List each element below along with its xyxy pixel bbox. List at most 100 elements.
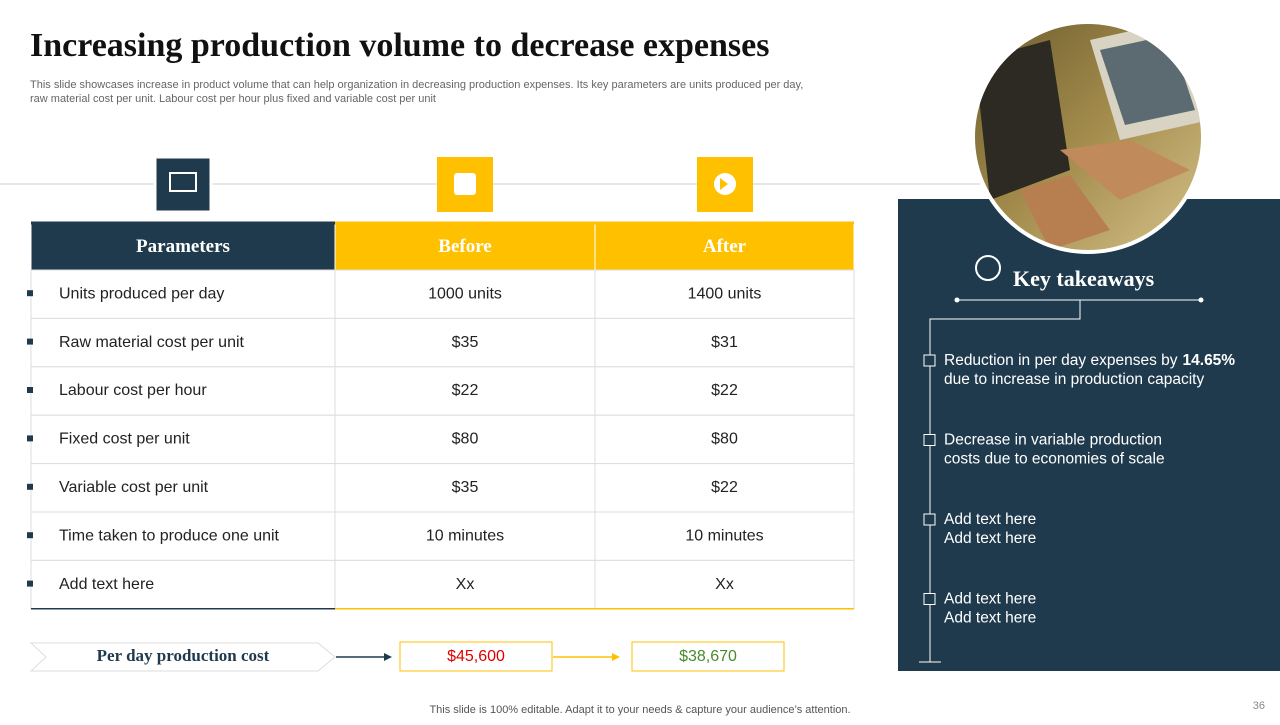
subtitle: raw material cost per unit. Labour cost … xyxy=(30,93,436,105)
takeaway-line: Decrease in variable production xyxy=(944,432,1162,449)
table-cell xyxy=(334,511,596,561)
table-cell xyxy=(30,463,336,513)
cell-value: $35 xyxy=(452,334,479,351)
table-cell xyxy=(334,463,596,513)
cell-value: $22 xyxy=(711,479,738,496)
table-cell xyxy=(334,559,596,610)
takeaways-panel xyxy=(898,199,1280,671)
bullet xyxy=(27,290,33,297)
checkbox xyxy=(923,593,936,605)
before-cost: $45,600 xyxy=(447,648,505,665)
row-label: Variable cost per unit xyxy=(59,479,209,496)
bulb-icon xyxy=(975,255,1001,281)
cell-value: Xx xyxy=(715,576,734,593)
takeaway-text: Decrease in variable production xyxy=(944,432,1162,449)
row-label: Raw material cost per unit xyxy=(59,334,245,351)
cell-value: 10 minutes xyxy=(685,527,763,544)
takeaway-line: costs due to economies of scale xyxy=(944,451,1165,468)
row-label: Units produced per day xyxy=(59,285,224,302)
value-box xyxy=(399,641,553,672)
table-cell xyxy=(334,414,596,465)
cell-value: 1000 units xyxy=(428,285,502,302)
icon xyxy=(720,178,728,190)
cell-value: $22 xyxy=(711,382,738,399)
arrow xyxy=(384,653,392,661)
summary-label-box xyxy=(29,642,336,672)
table-cell xyxy=(594,559,855,610)
table-cell xyxy=(594,414,855,465)
bullet xyxy=(27,338,33,345)
cell-value: $80 xyxy=(452,431,479,448)
arrow xyxy=(612,653,620,661)
table-cell xyxy=(30,317,336,368)
checkbox xyxy=(923,434,936,446)
takeaway-text: Add text here xyxy=(944,610,1036,627)
header-cell xyxy=(30,222,336,271)
takeaway-list: Reduction in per day expenses by 14.65% du… xyxy=(923,352,1235,627)
cell-value: 1400 units xyxy=(688,285,762,302)
bullet xyxy=(27,532,33,539)
subtitle: This slide showcases increase in product… xyxy=(30,79,803,91)
takeaway-line: Add text here xyxy=(944,591,1036,608)
takeaway-text: Add text here xyxy=(944,530,1036,547)
checkbox xyxy=(923,513,936,526)
table-cell xyxy=(30,269,336,319)
takeaway-text: due to increase in production capacity xyxy=(944,371,1204,388)
checkbox xyxy=(923,354,936,367)
takeaway-text: Add text here xyxy=(944,511,1036,528)
dot xyxy=(1198,297,1204,303)
column-header: Before xyxy=(438,236,491,257)
icon xyxy=(169,172,197,192)
cell-value: 10 minutes xyxy=(426,527,504,544)
summary-label: Per day production cost xyxy=(97,646,270,665)
footer-note: This slide is 100% editable. Adapt it to… xyxy=(429,704,850,716)
icon-box xyxy=(153,155,213,214)
icon xyxy=(454,173,476,195)
table-cell xyxy=(594,463,855,513)
table-cell xyxy=(334,366,596,416)
row-label: Time taken to produce one unit xyxy=(59,527,280,544)
page-number: 36 xyxy=(1253,700,1265,712)
cell-value: $31 xyxy=(711,334,738,351)
table-cell xyxy=(30,559,336,610)
table-cell xyxy=(594,511,855,561)
table-cell xyxy=(594,269,855,319)
after-cost: $38,670 xyxy=(679,648,737,665)
cell-value: $80 xyxy=(711,431,738,448)
cell-value: Xx xyxy=(456,576,475,593)
bullet xyxy=(27,483,33,490)
row-label: Add text here xyxy=(59,576,154,593)
slide-title: Increasing production volume to decrease… xyxy=(30,27,769,64)
table-cell xyxy=(594,317,855,368)
bullet xyxy=(27,387,33,393)
table-cell xyxy=(30,414,336,465)
table-cell xyxy=(594,366,855,416)
header-cell xyxy=(594,222,855,271)
bullet xyxy=(27,580,33,587)
takeaway-text: Add text here xyxy=(944,591,1036,608)
cell-value: $35 xyxy=(452,479,479,496)
column-header: After xyxy=(703,236,747,257)
bullet xyxy=(27,435,33,442)
takeaway-text: costs due to economies of scale xyxy=(944,451,1165,468)
column-header: Parameters xyxy=(136,236,230,257)
dot xyxy=(954,297,960,303)
table: Parameters Before After Units produced per … xyxy=(27,221,855,610)
cell-value: $22 xyxy=(452,382,479,399)
row-label: Labour cost per hour xyxy=(59,382,207,399)
takeaway-highlight: 14.65% xyxy=(1183,352,1236,369)
takeaway-line: due to increase in production capacity xyxy=(944,371,1204,388)
table-cell xyxy=(30,511,336,561)
takeaway-line: Add text here xyxy=(944,530,1036,547)
takeaways-title: Key takeaways xyxy=(1013,266,1155,291)
takeaway-line: Add text here xyxy=(944,511,1036,528)
header-cell xyxy=(334,222,596,271)
value-box xyxy=(631,641,785,672)
takeaway-line: Reduction in per day expenses by xyxy=(944,352,1178,369)
table-cell xyxy=(30,366,336,416)
timeline xyxy=(929,300,1081,662)
takeaway-text: Reduction in per day expenses by 14.65% xyxy=(944,352,1235,369)
takeaway-line: Add text here xyxy=(944,610,1036,627)
row-label: Fixed cost per unit xyxy=(59,431,190,448)
